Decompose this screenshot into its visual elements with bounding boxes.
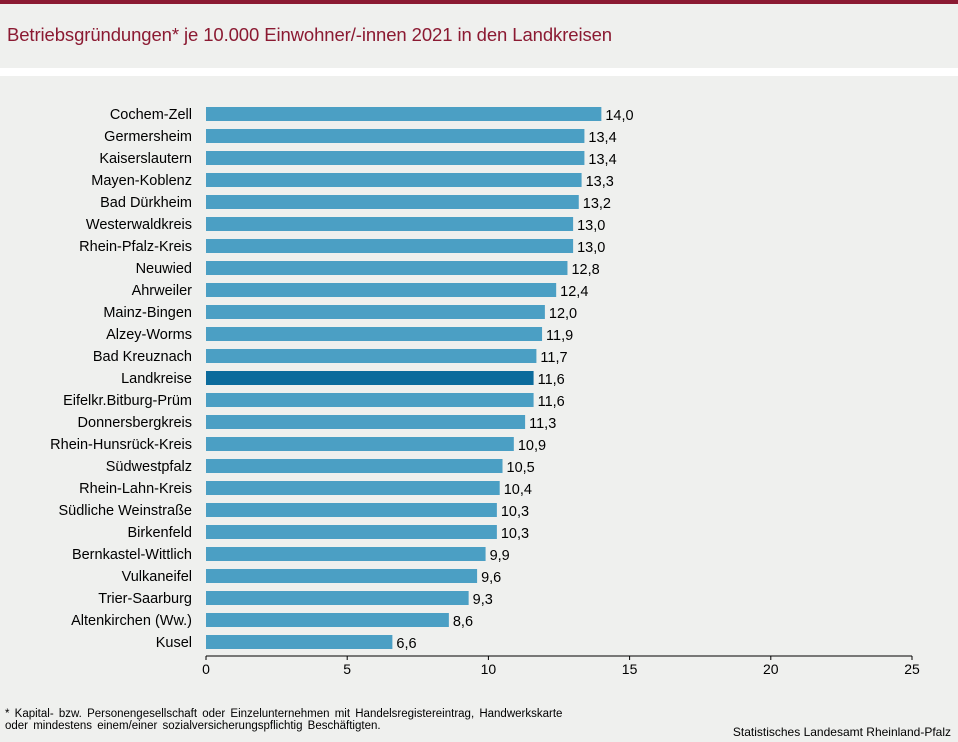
bar: [206, 393, 534, 407]
category-label: Neuwied: [136, 261, 192, 277]
bar: [206, 195, 579, 209]
bar-chart: Cochem-Zell 14,0 Germersheim 13,4 Kaiserslau…: [50, 107, 920, 677]
footnote: * Kapital- bzw. Personengesellschaft ode…: [5, 708, 563, 732]
value-label: 11,9: [546, 328, 573, 344]
chart-panel: Cochem-Zell 14,0 Germersheim 13,4 Kaiserslau…: [0, 76, 958, 742]
category-label: Bad Kreuznach: [93, 349, 192, 365]
category-label: Rhein-Lahn-Kreis: [79, 481, 192, 497]
category-label: Rhein-Pfalz-Kreis: [79, 239, 192, 255]
value-label: 8,6: [453, 614, 473, 630]
bar: [206, 547, 486, 561]
value-label: 13,4: [588, 130, 616, 146]
value-label: 13,4: [588, 152, 616, 168]
category-label: Trier-Saarburg: [98, 591, 192, 607]
value-label: 10,5: [507, 460, 535, 476]
x-tick-label: 0: [202, 661, 210, 677]
header-separator: [0, 68, 958, 76]
bar: [206, 459, 503, 473]
x-tick-label: 10: [481, 661, 497, 677]
top-accent-bar: [0, 0, 958, 4]
bar: [206, 283, 557, 297]
value-label: 11,3: [529, 416, 556, 432]
value-label: 11,6: [538, 394, 565, 410]
value-label: 12,0: [549, 306, 577, 322]
category-label: Südwestpfalz: [106, 459, 192, 475]
bar: [206, 635, 393, 649]
bar: [206, 327, 543, 341]
category-label: Landkreise: [121, 371, 192, 387]
value-label: 6,6: [396, 636, 416, 652]
category-label: Germersheim: [104, 129, 192, 145]
value-label: 9,6: [481, 570, 501, 586]
category-label: Kaiserslautern: [99, 151, 192, 167]
category-label: Rhein-Hunsrück-Kreis: [50, 437, 192, 453]
value-label: 10,3: [501, 526, 529, 542]
category-label: Eifelkr.Bitburg-Prüm: [63, 393, 192, 409]
bar: [206, 437, 514, 451]
category-label: Vulkaneifel: [122, 569, 192, 585]
bar: [206, 569, 478, 583]
chart-title: Betriebsgründungen* je 10.000 Einwohner/…: [7, 24, 612, 45]
bar: [206, 239, 574, 253]
bar: [206, 217, 574, 231]
bar: [206, 261, 568, 275]
value-label: 10,4: [504, 482, 532, 498]
x-tick-label: 25: [904, 661, 920, 677]
value-label: 14,0: [605, 108, 633, 124]
value-label: 12,8: [571, 262, 599, 278]
category-label: Altenkirchen (Ww.): [71, 613, 192, 629]
value-label: 10,3: [501, 504, 529, 520]
bar: [206, 481, 500, 495]
x-tick-label: 5: [343, 661, 351, 677]
source-credit: Statistisches Landesamt Rheinland-Pfalz: [732, 725, 951, 739]
bar-highlight: [206, 371, 534, 385]
category-label: Birkenfeld: [128, 525, 192, 541]
category-label: Cochem-Zell: [110, 107, 192, 123]
category-label: Mainz-Bingen: [103, 305, 192, 321]
bar: [206, 305, 545, 319]
bar: [206, 151, 585, 165]
value-label: 9,9: [490, 548, 510, 564]
bar: [206, 173, 582, 187]
category-label: Mayen-Koblenz: [91, 173, 192, 189]
bar: [206, 349, 537, 363]
bar: [206, 613, 449, 627]
category-label: Ahrweiler: [132, 283, 193, 299]
value-label: 11,7: [540, 350, 567, 366]
bar: [206, 525, 497, 539]
x-tick-label: 15: [622, 661, 638, 677]
category-label: Bad Dürkheim: [100, 195, 192, 211]
value-label: 11,6: [538, 372, 565, 388]
chart-header: Betriebsgründungen* je 10.000 Einwohner/…: [0, 4, 958, 68]
category-label: Alzey-Worms: [106, 327, 192, 343]
category-label: Donnersbergkreis: [78, 415, 192, 431]
value-label: 12,4: [560, 284, 588, 300]
bar: [206, 107, 602, 121]
value-label: 13,0: [577, 218, 605, 234]
category-label: Bernkastel-Wittlich: [72, 547, 192, 563]
value-label: 13,3: [586, 174, 614, 190]
x-tick-label: 20: [763, 661, 779, 677]
category-label: Südliche Weinstraße: [58, 503, 192, 519]
value-label: 13,2: [583, 196, 611, 212]
bar: [206, 591, 469, 605]
value-label: 13,0: [577, 240, 605, 256]
category-label: Westerwaldkreis: [86, 217, 192, 233]
value-label: 10,9: [518, 438, 546, 454]
value-label: 9,3: [473, 592, 493, 608]
category-label: Kusel: [156, 635, 192, 651]
bar: [206, 129, 585, 143]
bar: [206, 415, 526, 429]
bar: [206, 503, 497, 517]
